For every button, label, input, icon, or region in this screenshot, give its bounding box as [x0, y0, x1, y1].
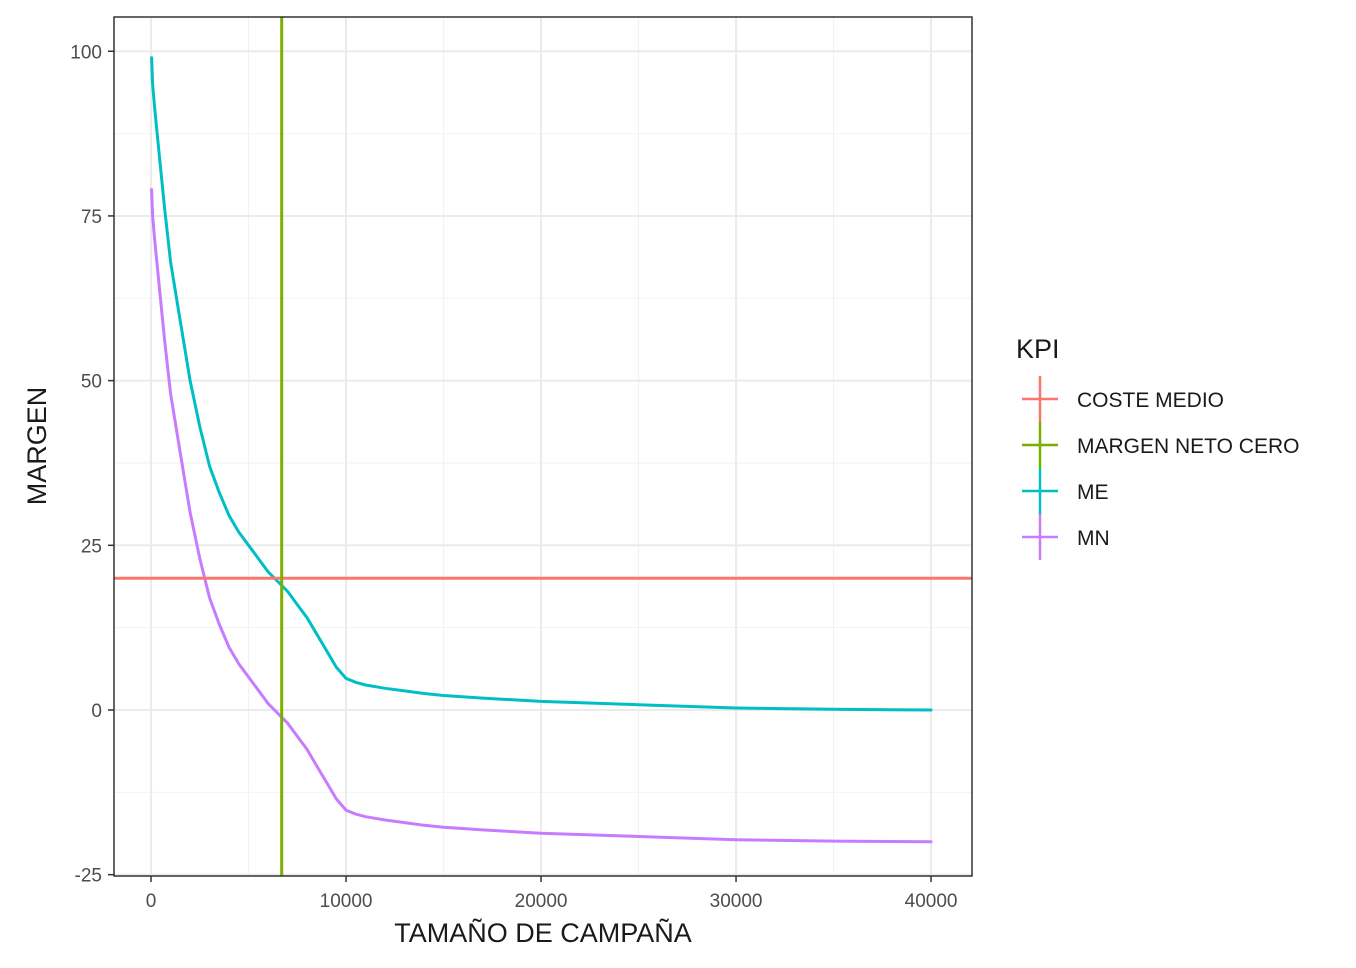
- x-tick-label: 20000: [515, 891, 568, 912]
- y-tick-label: 0: [91, 701, 102, 722]
- x-axis: 0 10000 20000 30000 40000: [146, 876, 958, 912]
- x-tick-label: 40000: [905, 891, 958, 912]
- legend-label: MARGEN NETO CERO: [1077, 435, 1299, 458]
- panel-border: [113, 16, 973, 877]
- y-tick-label: 25: [81, 536, 102, 557]
- legend-key-margen-neto-cero: [1022, 422, 1058, 468]
- legend-label: COSTE MEDIO: [1077, 389, 1224, 412]
- series-me-line: [150, 56, 933, 712]
- series-mn-line: [150, 188, 933, 844]
- x-tick-label: 0: [146, 891, 157, 912]
- y-axis-title: MARGEN: [22, 387, 52, 506]
- plot-panel: [113, 16, 973, 877]
- y-axis: -25 0 25 50 75 100: [70, 42, 114, 887]
- y-tick-label: 100: [70, 42, 102, 63]
- legend-label: MN: [1077, 527, 1110, 550]
- legend-key-me: [1022, 468, 1058, 514]
- legend-label: ME: [1077, 481, 1109, 504]
- legend-key-mn: [1022, 514, 1058, 560]
- x-tick-label: 10000: [320, 891, 373, 912]
- y-tick-label: 75: [81, 207, 102, 228]
- panel-background: [114, 17, 972, 876]
- x-axis-title: TAMAÑO DE CAMPAÑA: [394, 917, 692, 948]
- y-tick-label: 50: [81, 372, 102, 393]
- x-tick-label: 30000: [710, 891, 763, 912]
- y-tick-label: -25: [75, 866, 102, 887]
- legend-title: KPI: [1016, 334, 1060, 364]
- legend: KPI COSTE MEDIO MARGEN NETO CERO ME MN: [1016, 334, 1299, 560]
- legend-key-coste-medio: [1022, 376, 1058, 422]
